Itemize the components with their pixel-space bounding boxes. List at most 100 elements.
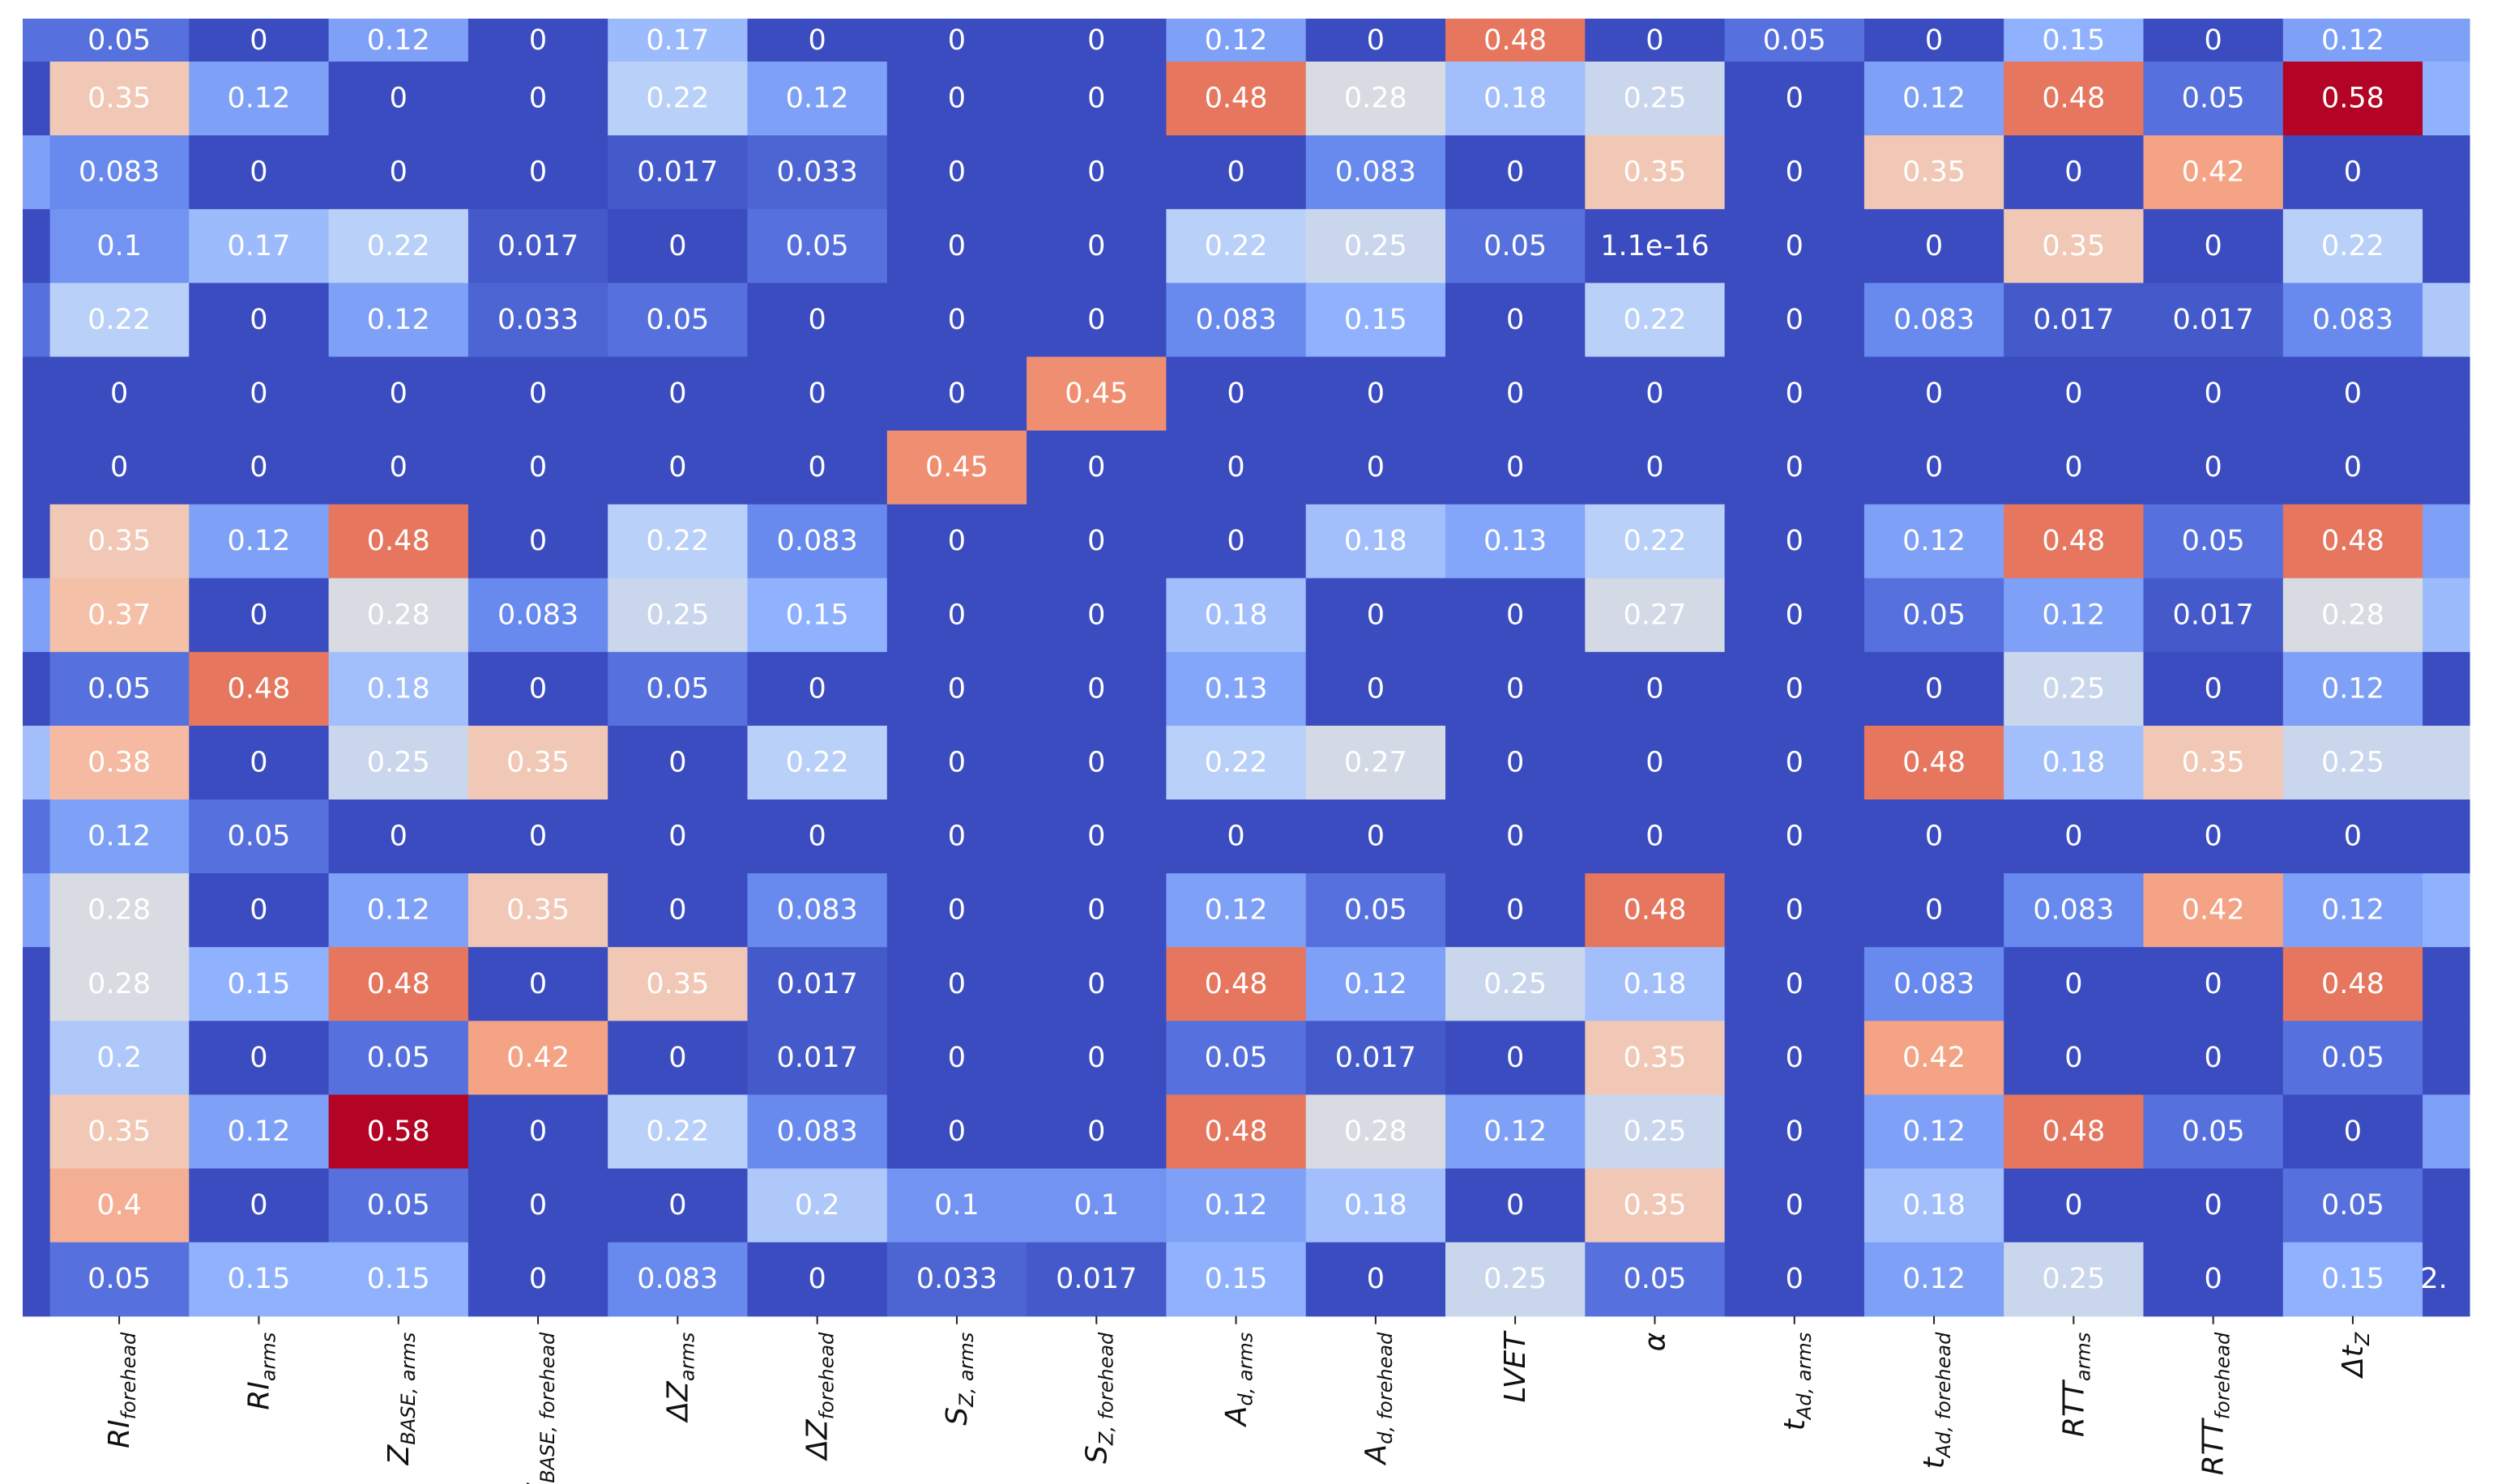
cell-label-r3-c7: 0 <box>1087 304 1105 336</box>
cell-label-r13-c6: 0 <box>948 1042 966 1074</box>
cell-label-r16-c10: 0.25 <box>1483 1263 1547 1295</box>
cell-label-r10-c15: 0 <box>2205 821 2222 853</box>
cell-label-r2-c4: 0 <box>668 230 686 262</box>
x-tick-label-3: ZBASE, forehead <box>522 1332 559 1484</box>
heatmap-cell-r16-c8 <box>1166 1242 1307 1317</box>
cell-label-r13-c1: 0 <box>250 1042 267 1074</box>
cell-label-r4-c11: 0 <box>1646 377 1663 410</box>
heatmap-cell-r3-c9 <box>1305 283 1446 357</box>
cell-label-r6-c12: 0 <box>1786 525 1804 557</box>
heatmap-cell-r7-c13 <box>1863 578 2004 653</box>
heatmap-cell-r8-c2 <box>328 651 469 727</box>
heatmap-cell-top-13 <box>1863 19 2004 62</box>
cell-label-r14-c9: 0.28 <box>1344 1115 1407 1148</box>
cell-label-r7-c2: 0.28 <box>367 599 430 631</box>
heatmap-cell-r8-c13 <box>1863 651 2004 727</box>
heatmap-cell-top-10 <box>1445 19 1586 62</box>
cell-label-r2-c5: 0.05 <box>786 230 849 262</box>
heatmap-cell-r5-c15 <box>2143 430 2284 505</box>
cell-label-r9-c3: 0.35 <box>506 746 570 778</box>
x-tick-label-15: RTTforehead <box>2197 1332 2235 1475</box>
heatmap-cell-r12-c14 <box>2004 947 2145 1021</box>
cell-label-r10-c6: 0 <box>948 821 966 853</box>
cell-label-r13-c11: 0.35 <box>1623 1042 1686 1074</box>
heatmap-cell-r11-c11 <box>1585 873 1726 948</box>
cell-label-r7-c12: 0 <box>1786 599 1804 631</box>
heatmap-cell-r12-c11 <box>1585 947 1726 1021</box>
heatmap-cell-r11-c16 <box>2282 873 2423 948</box>
heatmap-cell-r4-c2 <box>328 356 469 432</box>
cell-label-r8-c4: 0.05 <box>646 672 709 705</box>
heatmap-cell-r5-c4 <box>608 430 749 505</box>
heatmap-cell-left-2 <box>23 135 50 210</box>
x-tick-label-5: ΔZforehead <box>801 1332 839 1462</box>
cell-label-r2-c14: 0.35 <box>2042 230 2105 262</box>
heatmap-cell-top-7 <box>1027 19 1167 62</box>
heatmap-cell-r9-c4 <box>608 725 749 800</box>
cell-label-r1-c6: 0 <box>948 156 966 189</box>
heatmap-cell-r3-c10 <box>1445 283 1586 357</box>
cell-label-r13-c14: 0 <box>2064 1042 2082 1074</box>
heatmap-cell-r14-c6 <box>886 1094 1027 1170</box>
cell-label-r13-c10: 0 <box>1506 1042 1524 1074</box>
heatmap-cell-r6-c16 <box>2282 504 2423 579</box>
cell-label-r4-c6: 0 <box>948 377 966 410</box>
cell-label-r1-c11: 0.35 <box>1623 156 1686 189</box>
heatmap-cell-r13-c4 <box>608 1021 749 1095</box>
cell-label-r5-c13: 0 <box>1925 451 1943 484</box>
cell-label-r14-c8: 0.48 <box>1205 1115 1268 1148</box>
cell-label-r14-c6: 0 <box>948 1115 966 1148</box>
cell-label-r10-c10: 0 <box>1506 821 1524 853</box>
cell-label-r9-c2: 0.25 <box>367 746 430 778</box>
heatmap-cell-r9-c0 <box>49 725 190 800</box>
heatmap-cell-r1-c5 <box>747 135 888 210</box>
cell-label-r0-c5: 0.12 <box>786 83 849 115</box>
x-tick-label-6: SZ, arms <box>941 1333 978 1426</box>
heatmap-cell-r3-c5 <box>747 283 888 357</box>
heatmap-cell-right-1 <box>2423 62 2470 136</box>
heatmap-cell-r3-c7 <box>1027 283 1167 357</box>
heatmap-cell-r13-c8 <box>1166 1021 1307 1095</box>
heatmap-cell-r3-c14 <box>2004 283 2145 357</box>
cell-label-r5-c7: 0 <box>1087 451 1105 484</box>
x-tick-label-12: tAd, arms <box>1778 1333 1816 1431</box>
cell-label-r4-c7: 0.45 <box>1065 377 1128 410</box>
cell-label-r5-c4: 0 <box>668 451 686 484</box>
heatmap-cell-r11-c5 <box>747 873 888 948</box>
heatmap-cell-r7-c3 <box>467 578 608 653</box>
cell-label-r4-c13: 0 <box>1925 377 1943 410</box>
cell-label-r5-c5: 0 <box>809 451 826 484</box>
heatmap-cell-r14-c13 <box>1863 1094 2004 1170</box>
cell-label-r10-c14: 0 <box>2064 821 2082 853</box>
heatmap-cell-r6-c4 <box>608 504 749 579</box>
cell-label-r11-c14: 0.083 <box>2033 894 2114 927</box>
cell-label-r13-c15: 0 <box>2205 1042 2222 1074</box>
heatmap-cell-r4-c9 <box>1305 356 1446 432</box>
cell-label-r2-c6: 0 <box>948 230 966 262</box>
heatmap-cell-r9-c15 <box>2143 725 2284 800</box>
heatmap-cell-r10-c10 <box>1445 800 1586 874</box>
heatmap-cell-r15-c7 <box>1027 1168 1167 1243</box>
cell-label-r3-c5: 0 <box>809 304 826 336</box>
cell-label-r15-c10: 0 <box>1506 1189 1524 1222</box>
heatmap-cell-r2-c2 <box>328 209 469 284</box>
heatmap-cell-right-6 <box>2423 430 2470 505</box>
cell-label-top-1: 0 <box>250 24 267 57</box>
heatmap-cell-r2-c9 <box>1305 209 1446 284</box>
x-tick-label-14: RTTarms <box>2057 1333 2094 1437</box>
heatmap-cell-r4-c15 <box>2143 356 2284 432</box>
cell-label-r11-c15: 0.42 <box>2182 894 2245 927</box>
heatmap-cell-r9-c9 <box>1305 725 1446 800</box>
heatmap-cell-r4-c7 <box>1027 356 1167 432</box>
heatmap-cell-right-0 <box>2423 19 2470 62</box>
heatmap-cell-r6-c15 <box>2143 504 2284 579</box>
heatmap-cell-r9-c5 <box>747 725 888 800</box>
cell-label-r15-c1: 0 <box>250 1189 267 1222</box>
heatmap-cell-r15-c15 <box>2143 1168 2284 1243</box>
cell-label-r16-c6: 0.033 <box>916 1263 997 1295</box>
cell-label-r9-c8: 0.22 <box>1205 746 1268 778</box>
heatmap-cell-right-2 <box>2423 135 2470 210</box>
heatmap-cell-r7-c1 <box>189 578 330 653</box>
cell-label-r9-c14: 0.18 <box>2042 746 2105 778</box>
cell-label-r0-c1: 0.12 <box>227 83 290 115</box>
